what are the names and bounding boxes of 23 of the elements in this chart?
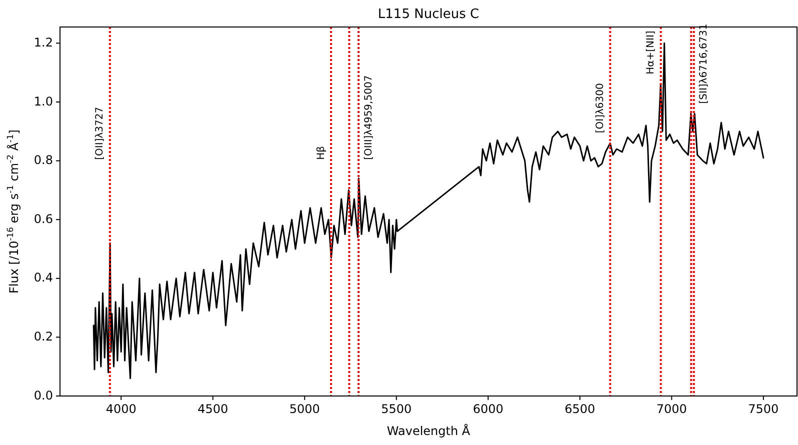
y-tick-label: 1.2 (34, 35, 53, 50)
ref-line-label: [SII]λ6716,6731 (698, 24, 710, 104)
ref-line-label: Hβ (316, 146, 327, 160)
ref-line-label: [OI]λ6300 (594, 83, 606, 134)
ref-line-label: Hα+[NII] (646, 30, 657, 74)
x-tick-label: 7000 (656, 402, 687, 416)
x-tick-label: 6500 (564, 402, 596, 416)
x-tick-label: 5000 (289, 402, 320, 416)
x-tick-label: 6000 (472, 402, 504, 416)
y-tick-label: 1.0 (34, 94, 53, 108)
x-axis-title: Wavelength Å (386, 423, 471, 438)
x-tick-label: 5500 (381, 402, 412, 416)
ref-line-label: [OII]λ3727 (94, 106, 106, 160)
y-tick-label: 0.0 (34, 388, 53, 402)
x-tick-label: 7500 (748, 402, 779, 416)
y-tick-label: 0.6 (34, 212, 53, 226)
y-tick-label: 0.8 (34, 153, 53, 168)
chart-title: L115 Nucleus C (378, 7, 480, 22)
x-tick-label: 4500 (198, 402, 228, 416)
x-tick-label: 4000 (106, 402, 136, 416)
y-tick-label: 0.2 (34, 329, 53, 344)
ref-line-label: [OIII]λ4959,5007 (363, 75, 374, 160)
y-tick-label: 0.4 (34, 270, 53, 285)
